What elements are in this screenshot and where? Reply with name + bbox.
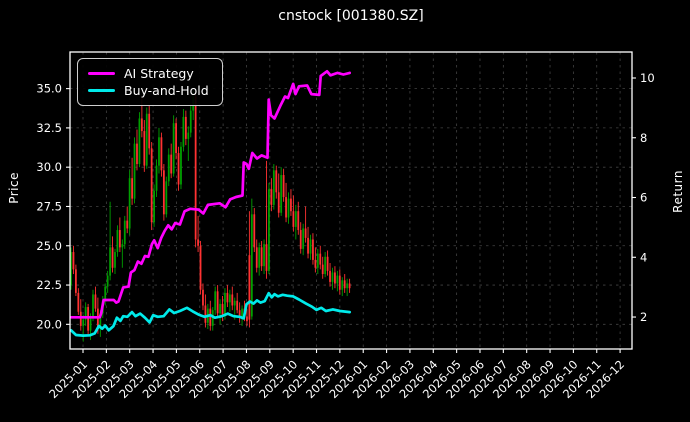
legend-label: AI Strategy — [124, 66, 194, 81]
chart-title: cnstock [001380.SZ] — [278, 8, 424, 24]
svg-text:6: 6 — [640, 191, 647, 205]
svg-text:30.0: 30.0 — [36, 160, 62, 174]
svg-text:8: 8 — [640, 131, 647, 145]
svg-text:25.0: 25.0 — [36, 239, 62, 253]
svg-text:20.0: 20.0 — [36, 317, 62, 331]
series-buy-and-hold — [69, 291, 352, 337]
series-ai-strategy — [69, 69, 352, 319]
axes-spines — [69, 51, 633, 350]
svg-text:32.5: 32.5 — [36, 121, 62, 135]
svg-text:2: 2 — [640, 310, 647, 324]
right-tick-labels: 2 4 6 8 10 — [632, 71, 655, 324]
svg-text:10: 10 — [640, 71, 655, 85]
buy-and-hold-line-swatch — [88, 88, 115, 93]
svg-text:22.5: 22.5 — [36, 278, 62, 292]
legend: AI Strategy Buy-and-Hold — [77, 58, 223, 106]
grid-layer — [70, 52, 632, 349]
x-tick-labels: 2025-012025-022025-032025-042025-052025-… — [46, 349, 627, 401]
legend-item-buy-and-hold: Buy-and-Hold — [88, 82, 212, 99]
legend-label: Buy-and-Hold — [124, 83, 209, 98]
ai-strategy-line-swatch — [88, 71, 115, 76]
left-tick-labels: 20.0 22.5 25.0 27.5 30.0 32.5 35.0 — [36, 82, 70, 331]
svg-text:27.5: 27.5 — [36, 199, 62, 213]
svg-text:4: 4 — [640, 250, 647, 264]
legend-item-ai-strategy: AI Strategy — [88, 65, 212, 82]
candles-layer — [70, 90, 351, 342]
svg-text:35.0: 35.0 — [36, 82, 62, 96]
